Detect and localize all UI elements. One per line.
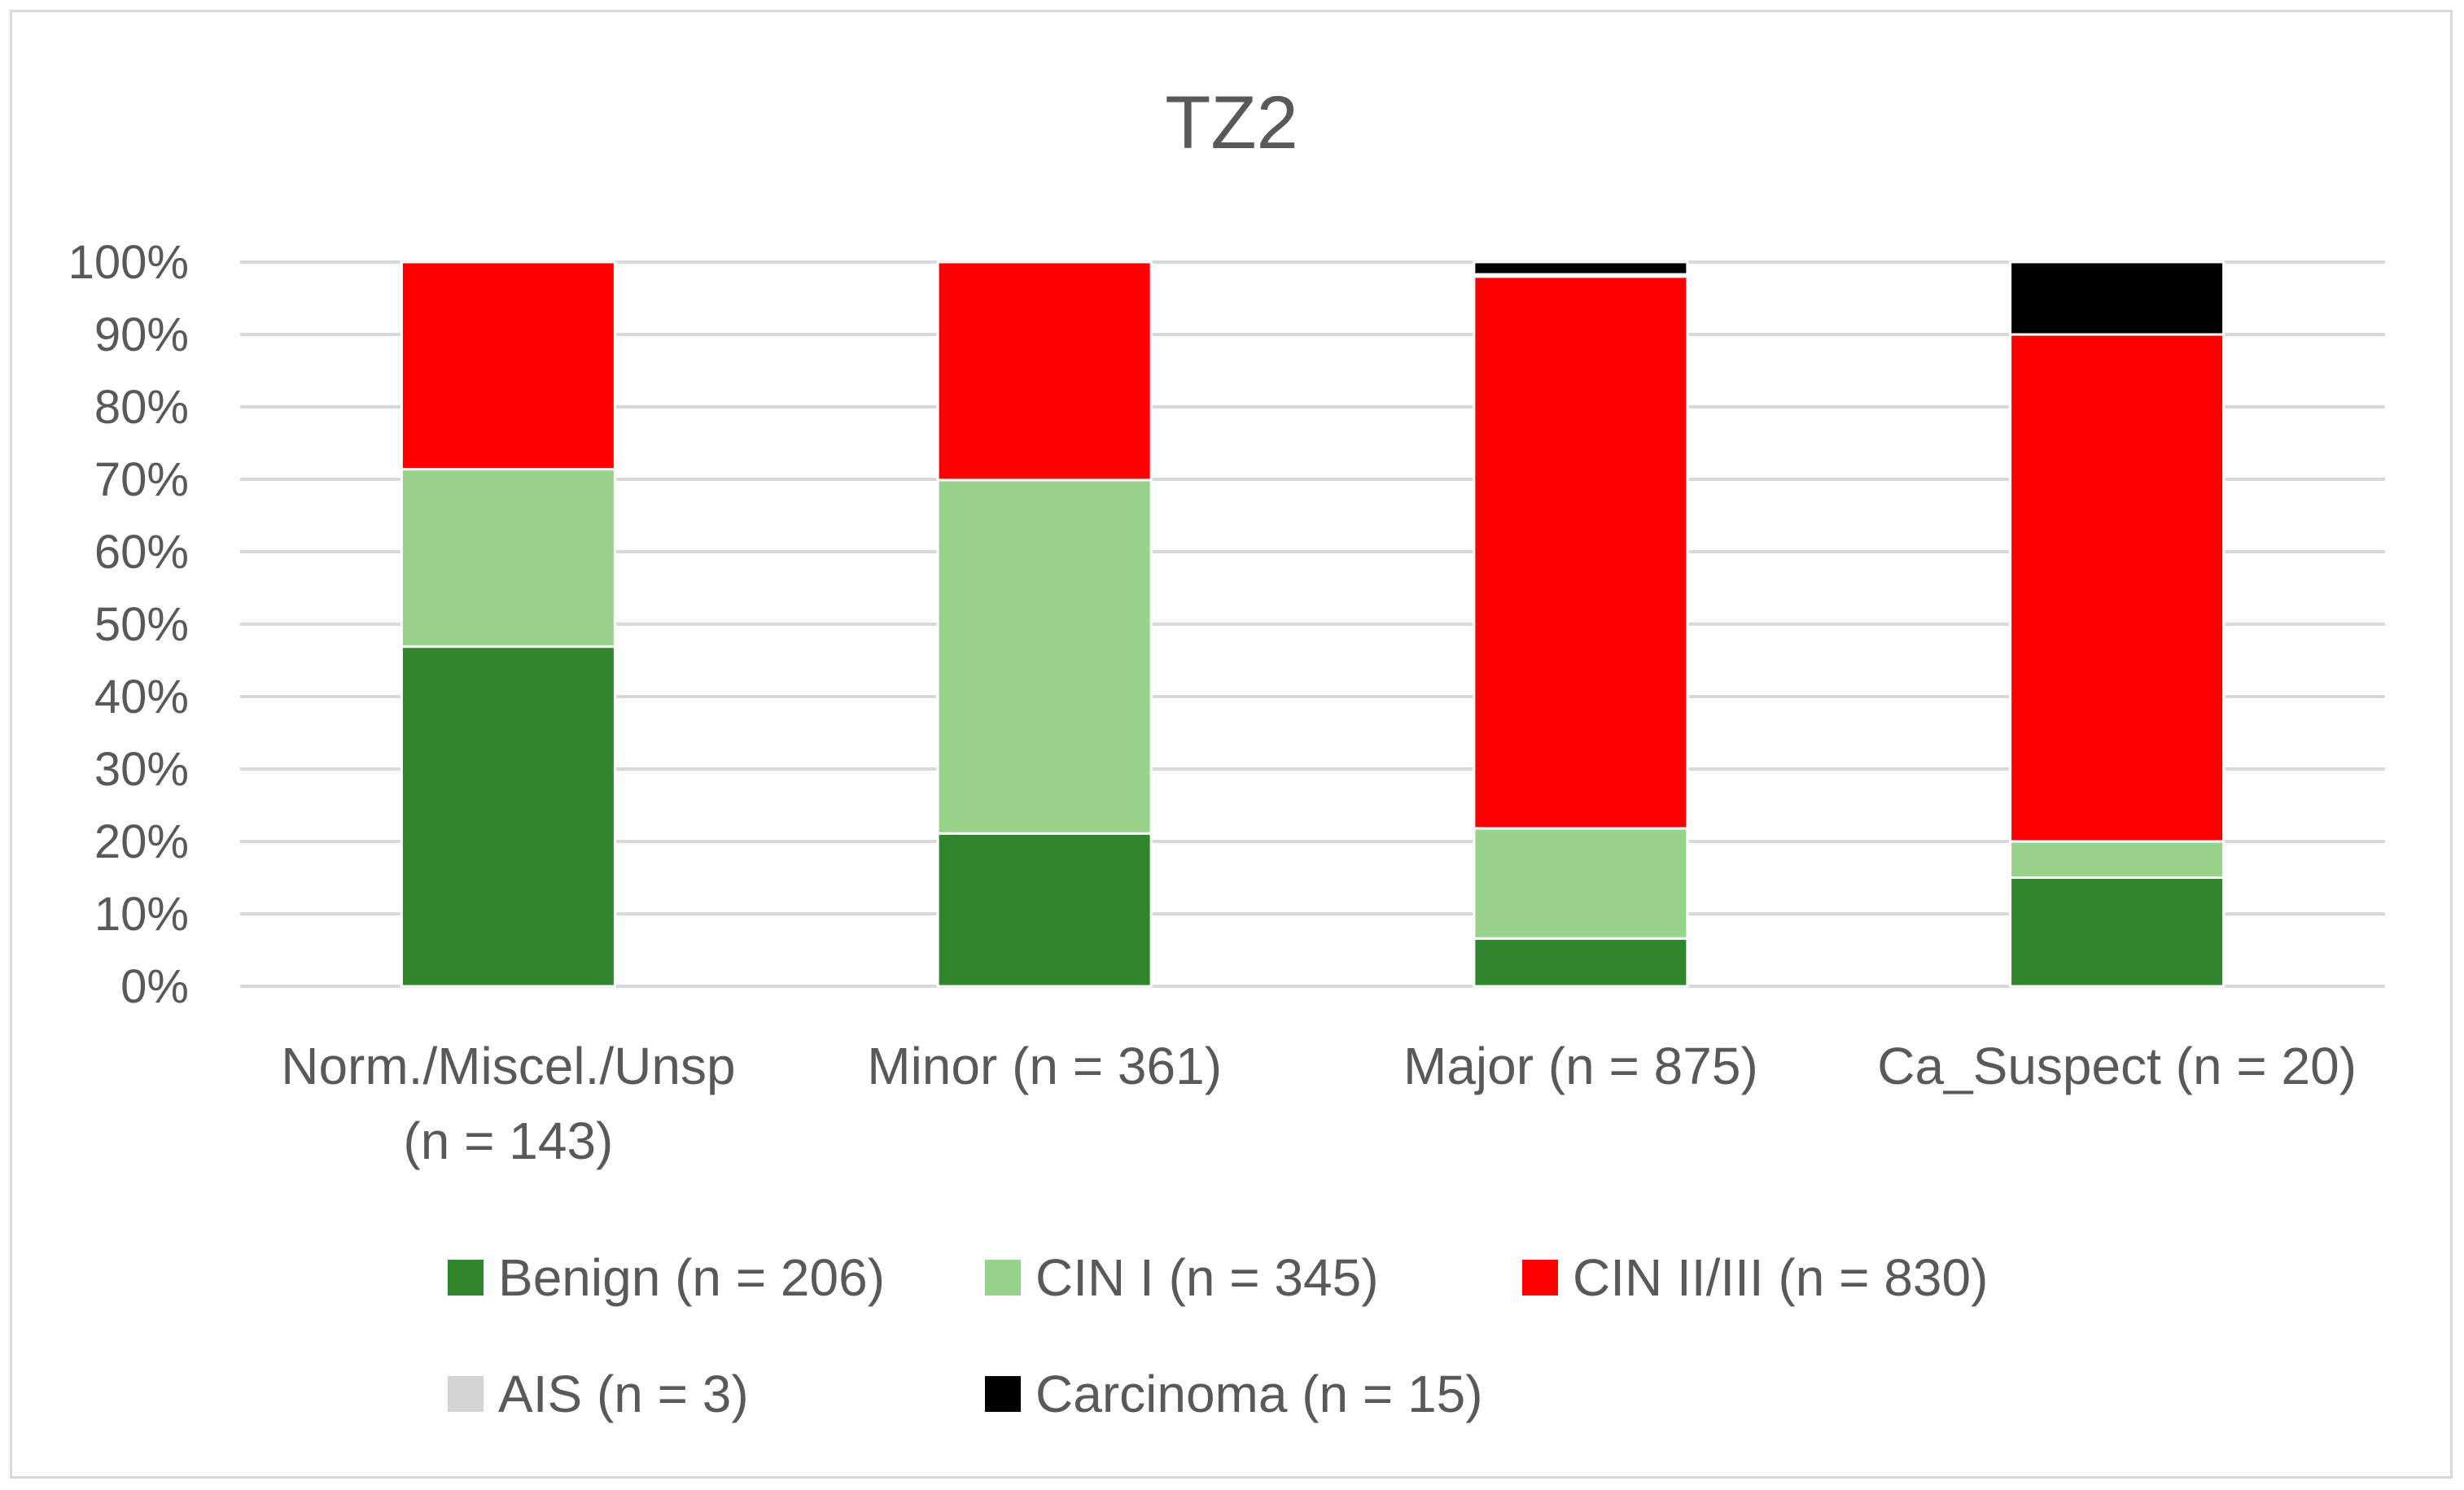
y-tick-label: 100% <box>68 236 189 289</box>
x-category-label: Major (n = 875) <box>1403 1037 1758 1095</box>
x-category-label: Norm./Miscel./Unsp <box>281 1037 735 1095</box>
y-tick-label: 90% <box>94 308 189 361</box>
y-tick-label: 70% <box>94 453 189 506</box>
x-category-label: Ca_Suspect (n = 20) <box>1877 1037 2357 1095</box>
y-axis-ticks: 0% 10% 20% 30% 40% 50% 60% 70% 80% 90% 100% <box>68 236 189 1013</box>
bars <box>400 260 2225 988</box>
legend-label: Carcinoma (n = 15) <box>1035 1365 1483 1423</box>
y-tick-label: 30% <box>94 743 189 796</box>
bar-segment-4-series-5 <box>2009 260 2225 336</box>
x-category-label: Minor (n = 361) <box>867 1037 1222 1095</box>
legend-label: CIN II/III (n = 830) <box>1573 1248 1988 1307</box>
bar-segment-3-series-5 <box>1473 260 1689 276</box>
y-tick-label: 60% <box>94 526 189 579</box>
bar-segment-2-series-1 <box>936 832 1153 988</box>
y-tick-label: 40% <box>94 671 189 723</box>
legend-swatch <box>448 1260 484 1296</box>
bar-segment-4-series-3 <box>2009 333 2225 843</box>
bar-segment-1-series-1 <box>400 645 616 988</box>
bar-segment-3-series-1 <box>1473 937 1689 988</box>
legend-label: Benign (n = 206) <box>498 1248 885 1307</box>
legend-label: AIS (n = 3) <box>498 1365 749 1423</box>
bar-segment-3-series-3 <box>1473 275 1689 830</box>
legend-label: CIN I (n = 345) <box>1035 1248 1379 1307</box>
bar-segment-4-series-2 <box>2009 840 2225 879</box>
legend-swatch <box>985 1376 1021 1412</box>
bar-segment-1-series-2 <box>400 468 616 649</box>
y-tick-label: 80% <box>94 381 189 434</box>
y-tick-label: 0% <box>120 960 189 1013</box>
legend: Benign (n = 206) CIN I (n = 345) CIN II/II… <box>448 1248 1988 1423</box>
x-axis-categories: Norm./Miscel./Unsp (n = 143) Minor (n = 36… <box>281 1037 2357 1170</box>
y-tick-label: 10% <box>94 888 189 941</box>
bar-segment-1-series-3 <box>400 260 616 471</box>
y-tick-label: 20% <box>94 815 189 868</box>
bar-segment-2-series-2 <box>936 478 1153 835</box>
bar-segment-2-series-3 <box>936 260 1153 482</box>
x-category-label: (n = 143) <box>403 1112 613 1170</box>
chart-title: TZ2 <box>1165 81 1298 164</box>
legend-swatch <box>448 1376 484 1412</box>
bar-segment-4-series-1 <box>2009 876 2225 988</box>
bar-segment-3-series-2 <box>1473 827 1689 940</box>
legend-swatch <box>985 1260 1021 1296</box>
legend-swatch <box>1522 1260 1558 1296</box>
y-tick-label: 50% <box>94 598 189 651</box>
